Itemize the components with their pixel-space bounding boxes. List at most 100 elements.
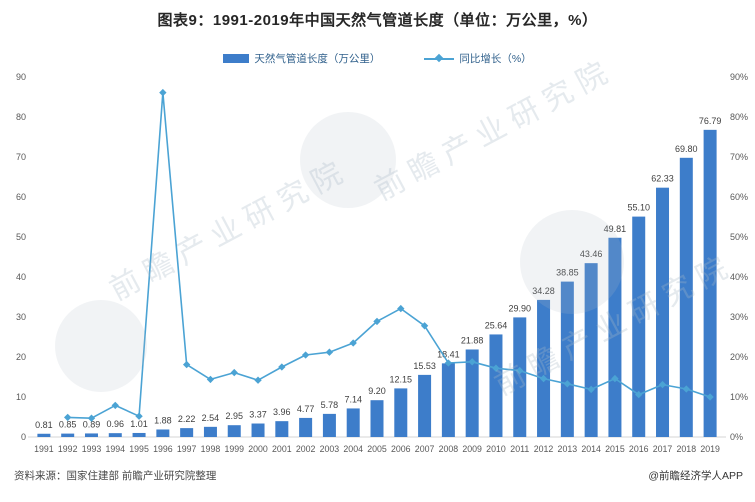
- growth-marker-icon: [635, 390, 643, 399]
- right-axis-tick: 30%: [730, 312, 748, 322]
- bar-1994: [108, 433, 122, 437]
- growth-marker-icon: [373, 317, 381, 326]
- bar-2016: [632, 216, 646, 437]
- bar-value-label: 69.80: [675, 144, 698, 154]
- bar-1991: [37, 433, 51, 437]
- source-note: 资料来源：国家住建部 前瞻产业研究院整理: [14, 470, 217, 482]
- left-axis-tick: 60: [16, 192, 26, 202]
- right-axis-tick: 80%: [730, 112, 748, 122]
- growth-marker-icon: [254, 376, 262, 384]
- bar-value-label: 18.41: [437, 349, 460, 359]
- right-axis-tick: 0%: [730, 432, 743, 442]
- x-tick-label: 2019: [700, 444, 720, 454]
- bar-1997: [180, 428, 194, 437]
- bar-value-label: 0.89: [83, 419, 101, 429]
- x-tick-label: 2013: [558, 444, 578, 454]
- x-tick-label: 2011: [510, 444, 529, 454]
- left-axis-tick: 50: [16, 232, 26, 242]
- bar-value-label: 21.88: [461, 335, 484, 345]
- bar-1996: [156, 429, 170, 437]
- legend-label-growth: 同比增长（%）: [459, 53, 532, 65]
- growth-marker-icon: [706, 393, 714, 401]
- x-tick-label: 2014: [581, 444, 601, 454]
- bar-2006: [394, 388, 408, 437]
- growth-marker-icon: [658, 380, 667, 389]
- bar-value-label: 0.81: [35, 420, 53, 430]
- bar-2012: [537, 299, 551, 437]
- growth-marker-icon: [135, 412, 143, 420]
- x-tick-label: 2000: [248, 444, 268, 454]
- bar-value-label: 15.53: [413, 361, 436, 371]
- line-series-swatch-icon: [424, 53, 455, 63]
- growth-line: [67, 91, 711, 420]
- bar-2001: [275, 421, 289, 437]
- growth-marker-icon: [611, 374, 619, 383]
- bar-2009: [465, 349, 479, 437]
- x-tick-label: 2005: [367, 444, 387, 454]
- x-tick-label: 2006: [391, 444, 411, 454]
- left-axis-tick: 90: [16, 72, 26, 82]
- bar-2013: [560, 281, 574, 437]
- chart-title: 图表9：1991-2019年中国天然气管道长度（单位：万公里，%）: [157, 12, 598, 29]
- bar-1992: [61, 433, 75, 437]
- right-axis-tick: 70%: [730, 152, 748, 162]
- x-tick-label: 1993: [82, 444, 102, 454]
- legend-item-pipeline: 天然气管道长度（万公里）: [223, 51, 380, 66]
- bar-1998: [203, 426, 217, 437]
- bar-value-label: 5.78: [321, 400, 339, 410]
- bar-1999: [227, 425, 241, 437]
- x-tick-label: 2008: [439, 444, 459, 454]
- bar-value-label: 2.95: [225, 411, 243, 421]
- growth-marker-icon: [278, 363, 286, 371]
- left-axis-tick: 10: [16, 392, 26, 402]
- bar-2007: [418, 374, 432, 437]
- x-tick-label: 2003: [320, 444, 340, 454]
- x-tick-label: 1992: [58, 444, 78, 454]
- growth-marker-icon: [516, 366, 524, 375]
- right-axis-tick: 50%: [730, 232, 748, 242]
- bar-value-label: 2.54: [202, 413, 220, 423]
- x-tick-label: 2010: [486, 444, 506, 454]
- bar-1993: [84, 433, 98, 437]
- bar-value-label: 7.14: [344, 394, 362, 404]
- growth-marker-icon: [111, 401, 119, 410]
- x-tick-label: 2001: [272, 444, 292, 454]
- bar-2008: [441, 363, 455, 437]
- x-tick-label: 1998: [201, 444, 221, 454]
- left-axis-tick: 30: [16, 312, 26, 322]
- bar-value-label: 38.85: [556, 268, 579, 278]
- bar-2017: [656, 187, 670, 437]
- bar-value-label: 3.37: [249, 410, 267, 420]
- bar-value-label: 2.22: [178, 414, 196, 424]
- bar-2019: [703, 129, 717, 437]
- bar-2010: [489, 334, 503, 437]
- x-tick-label: 2007: [415, 444, 435, 454]
- bar-value-label: 49.81: [604, 224, 627, 234]
- bar-2018: [679, 157, 693, 438]
- bar-value-label: 9.20: [368, 386, 386, 396]
- bar-value-label: 0.85: [59, 420, 77, 430]
- right-axis-tick: 10%: [730, 392, 748, 402]
- bar-value-label: 25.64: [485, 320, 508, 330]
- growth-marker-icon: [587, 385, 595, 394]
- bar-2000: [251, 423, 265, 437]
- x-tick-label: 1991: [34, 444, 54, 454]
- bar-value-label: 4.77: [297, 404, 315, 414]
- footer: 资料来源：国家住建部 前瞻产业研究院整理 @前瞻经济学人APP: [14, 468, 743, 483]
- x-tick-label: 1995: [129, 444, 149, 454]
- bar-2002: [299, 417, 313, 437]
- bar-2014: [584, 263, 598, 437]
- growth-marker-icon: [444, 359, 453, 367]
- bar-series-swatch-icon: [223, 54, 250, 63]
- growth-marker-icon: [563, 380, 572, 388]
- x-tick-label: 2004: [343, 444, 363, 454]
- growth-marker-icon: [682, 385, 690, 393]
- left-axis-tick: 70: [16, 152, 26, 162]
- bar-1995: [132, 432, 146, 437]
- x-tick-label: 1994: [105, 444, 125, 454]
- growth-marker-icon: [397, 304, 405, 313]
- growth-marker-icon: [420, 322, 429, 330]
- left-axis-tick: 40: [16, 272, 26, 282]
- growth-marker-icon: [468, 358, 476, 366]
